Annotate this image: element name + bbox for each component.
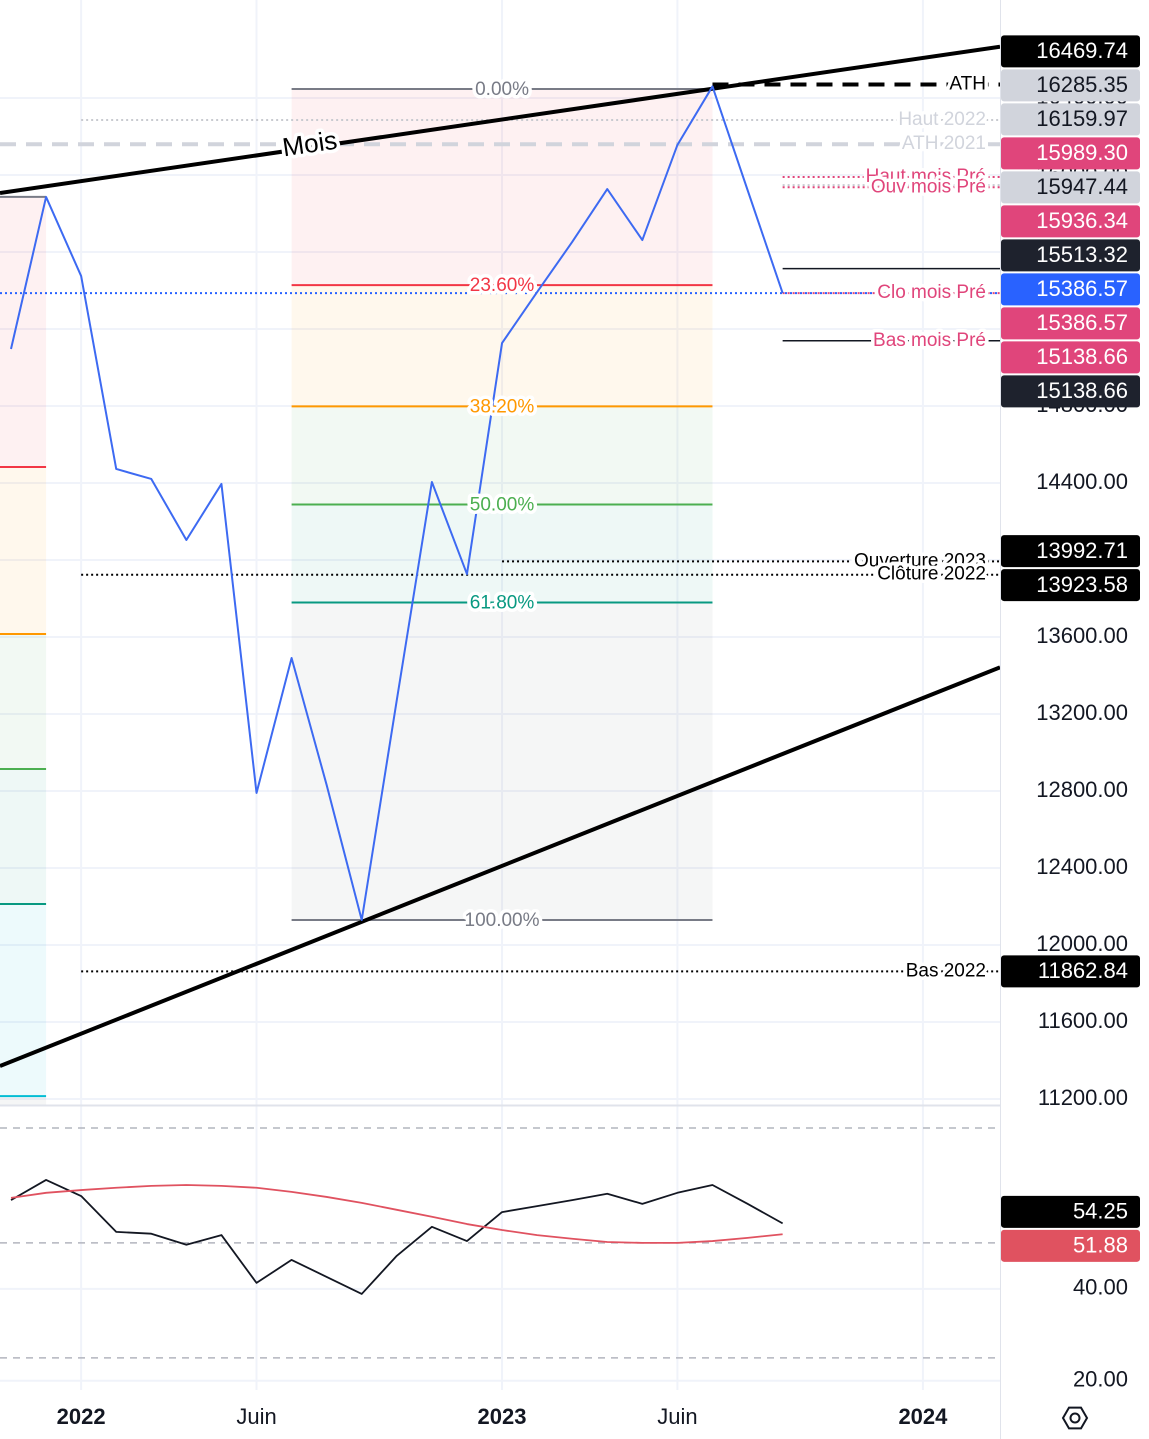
fib-level-label: 50.00%	[470, 494, 535, 515]
price-badge-label: 51.88	[1073, 1233, 1128, 1258]
fib-layer	[0, 87, 713, 1105]
rsi-tick-label: 20.00	[1073, 1367, 1128, 1392]
level-name: Haut mois Pré	[866, 166, 986, 187]
x-tick-label: Juin	[236, 1404, 276, 1429]
level-layer	[0, 44, 1000, 1068]
price-badge	[1001, 535, 1140, 568]
price-badge-label: 16469.74	[1036, 38, 1128, 63]
level-name: Ouv mois Pré	[871, 176, 986, 197]
y-tick-label: 12000.00	[1036, 931, 1128, 956]
price-badge-label: 16285.35	[1036, 72, 1128, 97]
y-tick-label: 12800.00	[1036, 777, 1128, 802]
level-name: ATH	[949, 74, 986, 95]
level-name: ATH 2021	[902, 133, 986, 154]
level-name: Clôture 2022	[877, 564, 986, 585]
level-name: Clo mois Pré	[877, 282, 986, 303]
price-badge-label: 15386.57	[1036, 276, 1128, 301]
trend-line	[0, 44, 1000, 195]
badge-layer: 16469.74 16285.35 16159.97 15989.30 15947.44…	[1001, 35, 1140, 1262]
fib-level-label: 23.60%	[470, 275, 535, 296]
price-badge-label: 13923.58	[1036, 572, 1128, 597]
y-tick-label: 11200.00	[1038, 1085, 1128, 1110]
price-badge	[1001, 341, 1140, 374]
fib-band	[291, 504, 713, 603]
price-badge-label: 15138.66	[1036, 344, 1128, 369]
series-layer	[10, 85, 784, 1295]
settings-hexagon	[1061, 1406, 1089, 1430]
grid-layer	[0, 0, 1000, 1390]
price-badge-label: 15989.30	[1036, 140, 1128, 165]
x-tick-label: 2023	[478, 1404, 527, 1429]
fib-band	[291, 88, 713, 286]
price-badge	[1001, 171, 1140, 204]
series-line	[10, 1179, 784, 1295]
price-badge-label: 54.25	[1073, 1199, 1128, 1224]
y-tick-label: 14400.00	[1036, 469, 1128, 494]
fib-band	[0, 768, 47, 904]
settings-icon[interactable]	[1061, 1406, 1089, 1430]
fib-level-label: 61.80%	[470, 593, 535, 614]
fib-level-label: 0.00%	[475, 79, 529, 100]
series-line	[10, 1184, 783, 1244]
price-badge	[1001, 1195, 1140, 1228]
x-tick-label: Juin	[657, 1404, 697, 1429]
price-badge	[1001, 205, 1140, 238]
price-badge-label: 11862.84	[1038, 958, 1128, 983]
price-badge-label: 15386.57	[1036, 310, 1128, 335]
price-badge	[1001, 137, 1140, 170]
fib-band	[0, 1096, 47, 1105]
price-badge-label: 15138.66	[1036, 378, 1128, 403]
y-tick-label: 13200.00	[1036, 700, 1128, 725]
price-badge-label: 15513.32	[1036, 242, 1128, 267]
price-badge	[1001, 375, 1140, 408]
price-badge	[1001, 239, 1140, 272]
price-badge	[1001, 307, 1140, 340]
series-line	[10, 85, 784, 921]
fib-band	[0, 633, 47, 769]
price-badge	[1001, 569, 1140, 602]
fib-band	[0, 903, 47, 1097]
fib-band	[0, 466, 47, 634]
y-tick-label: 13600.00	[1036, 623, 1128, 648]
fib-band	[291, 602, 713, 920]
fib-level-label: 38.20%	[470, 396, 535, 417]
price-badge-label: 16159.97	[1036, 106, 1128, 131]
price-badge-label: 15936.34	[1036, 208, 1128, 233]
fib-band	[0, 196, 47, 467]
fib-level-label: 100.00%	[465, 910, 540, 931]
level-name: Bas mois Pré	[873, 330, 986, 351]
x-tick-label: 2024	[898, 1404, 948, 1429]
price-badge-label: 15947.44	[1036, 174, 1128, 199]
fib-band	[291, 406, 713, 505]
price-badge	[1001, 273, 1140, 306]
price-badge	[1001, 1229, 1140, 1262]
price-badge	[1001, 955, 1140, 988]
price-badge-label: 13992.71	[1036, 538, 1128, 563]
y-tick-label: 11600.00	[1038, 1008, 1128, 1033]
level-name: Ouverture 2023	[854, 550, 986, 571]
settings-dot	[1069, 1412, 1081, 1424]
level-name: Bas 2022	[906, 960, 986, 981]
price-badge	[1001, 103, 1140, 136]
level-name: Haut 2022	[898, 109, 986, 130]
rsi-tick-label: 40.00	[1073, 1275, 1128, 1300]
price-badge	[1001, 69, 1140, 102]
price-badge	[1001, 35, 1140, 68]
y-tick-label: 12400.00	[1036, 854, 1128, 879]
trend-line	[0, 665, 1000, 1068]
x-tick-label: 2022	[57, 1404, 106, 1429]
